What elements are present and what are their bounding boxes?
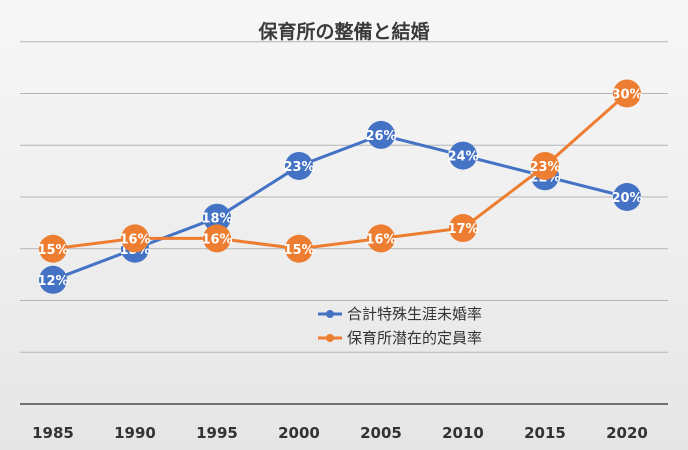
- legend-label-1: 合計特殊生涯未婚率: [347, 305, 482, 323]
- data-label: 17%: [447, 222, 478, 237]
- data-label: 30%: [611, 88, 642, 103]
- data-label: 24%: [447, 150, 478, 165]
- data-point: [449, 214, 477, 243]
- data-point: [613, 79, 641, 108]
- data-point: [367, 224, 395, 253]
- x-tick-label: 2000: [278, 424, 320, 442]
- x-axis-ticks: 1985 1990 1995 2000 2005 2010 2015 2020: [32, 424, 648, 442]
- data-point: [203, 224, 231, 253]
- data-label: 23%: [529, 160, 560, 175]
- x-tick-label: 2020: [606, 424, 648, 442]
- data-point: [203, 203, 231, 232]
- x-tick-label: 2015: [524, 424, 566, 442]
- series-line: [52, 133, 628, 282]
- data-point: [285, 234, 313, 263]
- x-tick-label: 1995: [196, 424, 238, 442]
- data-label: 16%: [365, 232, 396, 247]
- data-point: [285, 151, 313, 180]
- data-label: 15%: [37, 243, 68, 258]
- gridlines: [20, 41, 668, 405]
- data-label: 20%: [611, 191, 642, 206]
- data-label: 26%: [365, 129, 396, 144]
- legend: 合計特殊生涯未婚率 保育所潜在的定員率: [318, 305, 482, 347]
- legend-label-2: 保育所潜在的定員率: [347, 329, 482, 347]
- data-point: [613, 183, 641, 211]
- legend-marker-2: [326, 334, 334, 342]
- series-1: 12%15%18%23%26%24%22%20%: [37, 120, 643, 294]
- data-label: 16%: [201, 232, 232, 247]
- series-layer: 12%15%18%23%26%24%22%20%15%16%16%15%16%1…: [37, 79, 643, 294]
- chart-title: 保育所の整備と結婚: [257, 20, 429, 43]
- data-label: 12%: [37, 274, 68, 289]
- x-tick-label: 1990: [114, 424, 156, 442]
- data-label: 18%: [201, 212, 232, 227]
- legend-marker-1: [326, 310, 334, 318]
- x-tick-label: 1985: [32, 424, 74, 442]
- data-point: [449, 141, 477, 170]
- data-point: [39, 265, 67, 294]
- x-tick-label: 2010: [442, 424, 484, 442]
- data-label: 16%: [119, 232, 150, 247]
- data-point: [121, 224, 149, 253]
- data-point: [39, 234, 67, 263]
- data-point: [531, 151, 559, 180]
- data-label: 15%: [283, 243, 314, 258]
- data-label: 23%: [283, 160, 314, 175]
- x-tick-label: 2005: [360, 424, 402, 442]
- data-point: [367, 120, 395, 149]
- series-2: 15% 16% 16% 15% 16% 17% 23% 30%: [37, 79, 643, 263]
